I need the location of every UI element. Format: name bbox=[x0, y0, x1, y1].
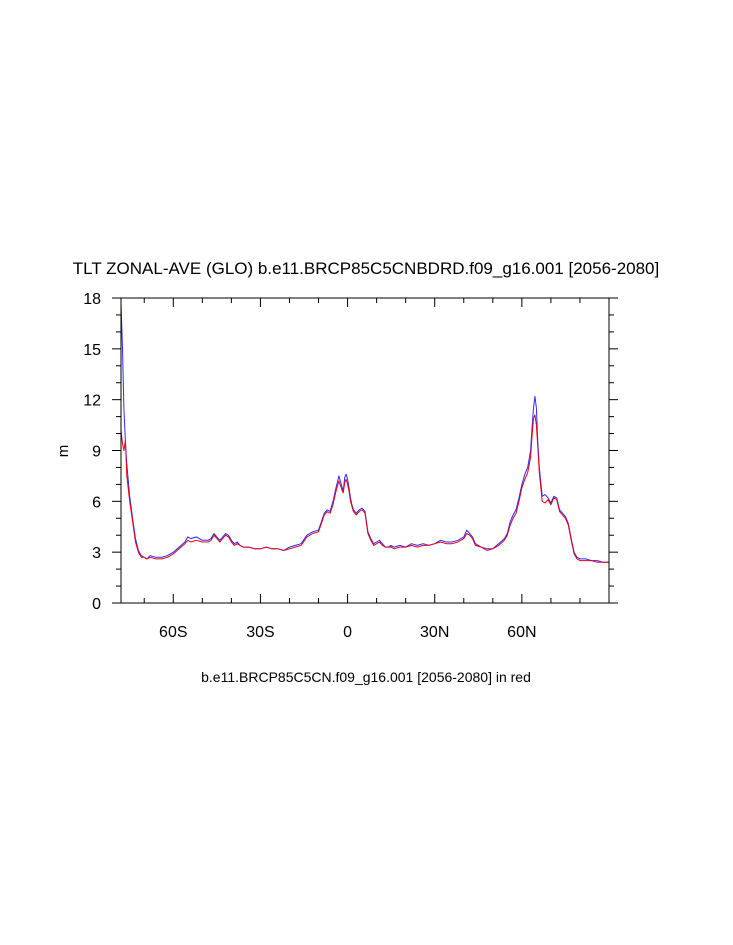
series-line-2 bbox=[120, 414, 609, 563]
series-line-1 bbox=[120, 303, 609, 563]
x-tick-label: 60S bbox=[159, 624, 187, 641]
chart-caption: b.e11.BRCP85C5CN.f09_g16.001 [2056-2080]… bbox=[201, 669, 531, 685]
y-tick-label: 18 bbox=[83, 291, 101, 308]
x-tick-label: 0 bbox=[343, 624, 352, 641]
chart-title: TLT ZONAL-AVE (GLO) b.e11.BRCP85C5CNBDRD… bbox=[73, 259, 659, 278]
x-tick-label: 60N bbox=[507, 624, 536, 641]
y-tick-label: 3 bbox=[92, 545, 101, 562]
y-tick-label: 6 bbox=[92, 494, 101, 511]
y-tick-label: 0 bbox=[92, 596, 101, 613]
y-tick-label: 9 bbox=[92, 444, 101, 461]
y-tick-label: 12 bbox=[83, 393, 101, 410]
plot-frame bbox=[120, 297, 610, 604]
x-tick-label: 30S bbox=[246, 624, 274, 641]
tick-labels: 60S 30S 0 30N 60N 0 3 6 9 12 15 18 bbox=[83, 291, 536, 641]
plot-lines bbox=[120, 303, 609, 563]
axis-ticks bbox=[112, 297, 618, 604]
x-tick-label: 30N bbox=[420, 624, 449, 641]
y-axis-label: m bbox=[55, 445, 72, 458]
y-tick-label: 15 bbox=[83, 342, 101, 359]
